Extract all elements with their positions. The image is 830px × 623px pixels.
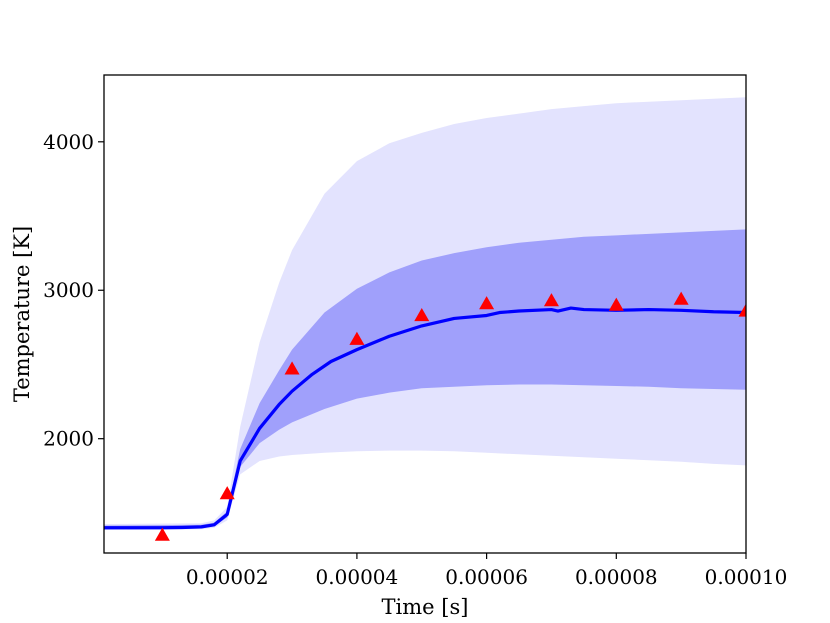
data-marker: [673, 291, 689, 305]
x-axis-label: Time [s]: [382, 595, 469, 619]
markers-layer: [154, 291, 746, 541]
y-tick-label: 4000: [43, 130, 94, 154]
data-marker: [414, 307, 430, 322]
data-marker: [738, 303, 746, 317]
data-marker: [284, 361, 300, 375]
y-tick-label: 2000: [43, 427, 94, 451]
x-tick-label: 0.00004: [316, 565, 399, 589]
data-marker: [154, 527, 170, 541]
data-marker: [479, 296, 495, 310]
x-tick-label: 0.00008: [575, 565, 658, 589]
mean-line-layer: [104, 306, 746, 530]
data-marker: [349, 331, 365, 345]
bands-layer: [104, 97, 746, 530]
data-marker: [219, 486, 235, 500]
data-marker: [608, 297, 624, 311]
data-marker: [543, 293, 559, 307]
x-tick-label: 0.00002: [186, 565, 269, 589]
x-tick-label: 0.00006: [445, 565, 528, 589]
x-axis: 0.00002 0.00004 0.00006 0.00008 0.00010: [186, 553, 788, 589]
y-axis-label: Temperature [K]: [10, 226, 34, 402]
x-tick-label: 0.00010: [705, 565, 788, 589]
y-tick-label: 3000: [43, 278, 94, 302]
plot-frame: [103, 74, 747, 554]
mean-temperature-line: [104, 306, 746, 530]
inner-confidence-band: [104, 229, 746, 530]
y-axis: 2000 3000 4000: [43, 130, 104, 451]
